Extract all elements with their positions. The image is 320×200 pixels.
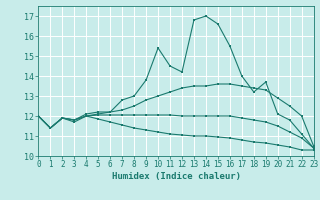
X-axis label: Humidex (Indice chaleur): Humidex (Indice chaleur) bbox=[111, 172, 241, 181]
